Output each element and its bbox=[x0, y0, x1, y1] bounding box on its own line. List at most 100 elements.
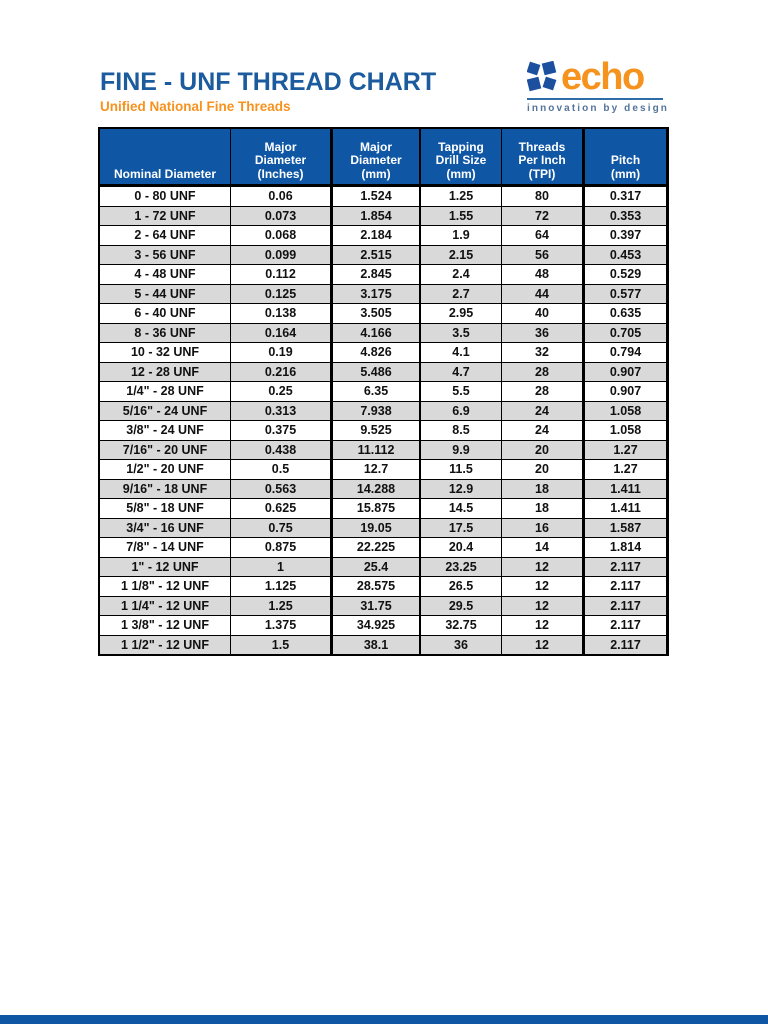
table-row: 5/16" - 24 UNF 0.313 7.938 6.9 24 1.058 bbox=[98, 400, 668, 421]
table-cell: 1 1/4" - 12 UNF bbox=[98, 595, 231, 616]
table-cell: 0.353 bbox=[583, 205, 668, 226]
table-cell: 8 - 36 UNF bbox=[98, 322, 231, 343]
table-cell: 5.5 bbox=[419, 381, 502, 402]
column-header: Nominal Diameter bbox=[98, 127, 231, 187]
table-cell: 14 bbox=[501, 537, 585, 558]
table-row: 7/16" - 20 UNF 0.438 11.112 9.9 20 1.27 bbox=[98, 439, 668, 460]
table-cell: 24 bbox=[501, 400, 585, 421]
table-cell: 1.411 bbox=[583, 478, 668, 499]
table-cell: 80 bbox=[501, 185, 585, 207]
table-cell: 72 bbox=[501, 205, 585, 226]
table-cell: 44 bbox=[501, 283, 585, 304]
table-cell: 1 bbox=[230, 556, 333, 577]
column-header: Tapping Drill Size (mm) bbox=[419, 127, 502, 187]
table-row: 2 - 64 UNF 0.068 2.184 1.9 64 0.397 bbox=[98, 225, 668, 246]
page-subtitle: Unified National Fine Threads bbox=[100, 99, 291, 114]
table-row: 3 - 56 UNF 0.099 2.515 2.15 56 0.453 bbox=[98, 244, 668, 265]
table-cell: 0.563 bbox=[230, 478, 333, 499]
table-cell: 2.117 bbox=[583, 615, 668, 636]
table-cell: 10 - 32 UNF bbox=[98, 342, 231, 363]
page-title: FINE - UNF THREAD CHART bbox=[100, 68, 437, 96]
table-cell: 12.7 bbox=[331, 459, 421, 480]
table-row: 5/8" - 18 UNF 0.625 15.875 14.5 18 1.411 bbox=[98, 498, 668, 519]
table-cell: 0.068 bbox=[230, 225, 333, 246]
table-cell: 2.4 bbox=[419, 264, 502, 285]
table-cell: 38.1 bbox=[331, 634, 421, 656]
header-row: Nominal Diameter Major Diameter (Inches) M… bbox=[98, 127, 668, 187]
table-cell: 12 bbox=[501, 556, 585, 577]
table-cell: 0.313 bbox=[230, 400, 333, 421]
table-cell: 18 bbox=[501, 498, 585, 519]
echo-pinwheel-icon bbox=[526, 60, 557, 92]
table-cell: 1.27 bbox=[583, 439, 668, 460]
table-cell: 12 bbox=[501, 576, 585, 597]
table-cell: 0.577 bbox=[583, 283, 668, 304]
table-cell: 0.25 bbox=[230, 381, 333, 402]
table-cell: 23.25 bbox=[419, 556, 502, 577]
table-cell: 1.411 bbox=[583, 498, 668, 519]
table-cell: 5/16" - 24 UNF bbox=[98, 400, 231, 421]
table-cell: 1.55 bbox=[419, 205, 502, 226]
table-cell: 56 bbox=[501, 244, 585, 265]
table-cell: 0.907 bbox=[583, 381, 668, 402]
table-cell: 0.138 bbox=[230, 303, 333, 324]
table-cell: 4.1 bbox=[419, 342, 502, 363]
table-cell: 48 bbox=[501, 264, 585, 285]
table-cell: 3/4" - 16 UNF bbox=[98, 517, 231, 538]
table-row: 7/8" - 14 UNF 0.875 22.225 20.4 14 1.814 bbox=[98, 537, 668, 558]
table-cell: 1.9 bbox=[419, 225, 502, 246]
table-cell: 0.125 bbox=[230, 283, 333, 304]
table-cell: 0.625 bbox=[230, 498, 333, 519]
table-cell: 3.175 bbox=[331, 283, 421, 304]
table-cell: 0.397 bbox=[583, 225, 668, 246]
table-cell: 0.317 bbox=[583, 185, 668, 207]
table-cell: 1.25 bbox=[419, 185, 502, 207]
table-cell: 2 - 64 UNF bbox=[98, 225, 231, 246]
table-cell: 34.925 bbox=[331, 615, 421, 636]
thread-table-head: Nominal Diameter Major Diameter (Inches) M… bbox=[98, 127, 668, 187]
table-row: 1 - 72 UNF 0.073 1.854 1.55 72 0.353 bbox=[98, 205, 668, 226]
table-row: 5 - 44 UNF 0.125 3.175 2.7 44 0.577 bbox=[98, 283, 668, 304]
table-cell: 0.907 bbox=[583, 361, 668, 382]
table-cell: 12.9 bbox=[419, 478, 502, 499]
table-cell: 3.5 bbox=[419, 322, 502, 343]
table-cell: 1.5 bbox=[230, 634, 333, 656]
table-cell: 36 bbox=[419, 634, 502, 656]
table-cell: 0.073 bbox=[230, 205, 333, 226]
table-row: 1/2" - 20 UNF 0.5 12.7 11.5 20 1.27 bbox=[98, 459, 668, 480]
table-cell: 0.875 bbox=[230, 537, 333, 558]
table-cell: 4 - 48 UNF bbox=[98, 264, 231, 285]
table-cell: 11.5 bbox=[419, 459, 502, 480]
table-cell: 12 bbox=[501, 615, 585, 636]
table-cell: 3 - 56 UNF bbox=[98, 244, 231, 265]
table-cell: 25.4 bbox=[331, 556, 421, 577]
thread-chart-table: Nominal Diameter Major Diameter (Inches) M… bbox=[98, 127, 669, 656]
table-cell: 14.5 bbox=[419, 498, 502, 519]
table-cell: 1.125 bbox=[230, 576, 333, 597]
table-cell: 20 bbox=[501, 439, 585, 460]
table-cell: 6.9 bbox=[419, 400, 502, 421]
table-cell: 9.525 bbox=[331, 420, 421, 441]
table-row: 4 - 48 UNF 0.112 2.845 2.4 48 0.529 bbox=[98, 264, 668, 285]
table-cell: 0.19 bbox=[230, 342, 333, 363]
table-cell: 4.166 bbox=[331, 322, 421, 343]
table-cell: 0.164 bbox=[230, 322, 333, 343]
table-cell: 0.216 bbox=[230, 361, 333, 382]
table-cell: 22.225 bbox=[331, 537, 421, 558]
table-cell: 0.099 bbox=[230, 244, 333, 265]
table-row: 1 1/2" - 12 UNF 1.5 38.1 36 12 2.117 bbox=[98, 634, 668, 656]
table-cell: 15.875 bbox=[331, 498, 421, 519]
table-cell: 28.575 bbox=[331, 576, 421, 597]
table-cell: 5 - 44 UNF bbox=[98, 283, 231, 304]
echo-logo-text: echo bbox=[561, 56, 645, 98]
table-cell: 0.438 bbox=[230, 439, 333, 460]
thread-table-body: 0 - 80 UNF 0.06 1.524 1.25 80 0.317 1 - 72 UNF… bbox=[98, 185, 668, 656]
table-cell: 32.75 bbox=[419, 615, 502, 636]
logo-divider bbox=[527, 98, 663, 100]
table-cell: 28 bbox=[501, 381, 585, 402]
table-cell: 31.75 bbox=[331, 595, 421, 616]
table-cell: 12 - 28 UNF bbox=[98, 361, 231, 382]
table-cell: 2.117 bbox=[583, 556, 668, 577]
table-cell: 18 bbox=[501, 478, 585, 499]
